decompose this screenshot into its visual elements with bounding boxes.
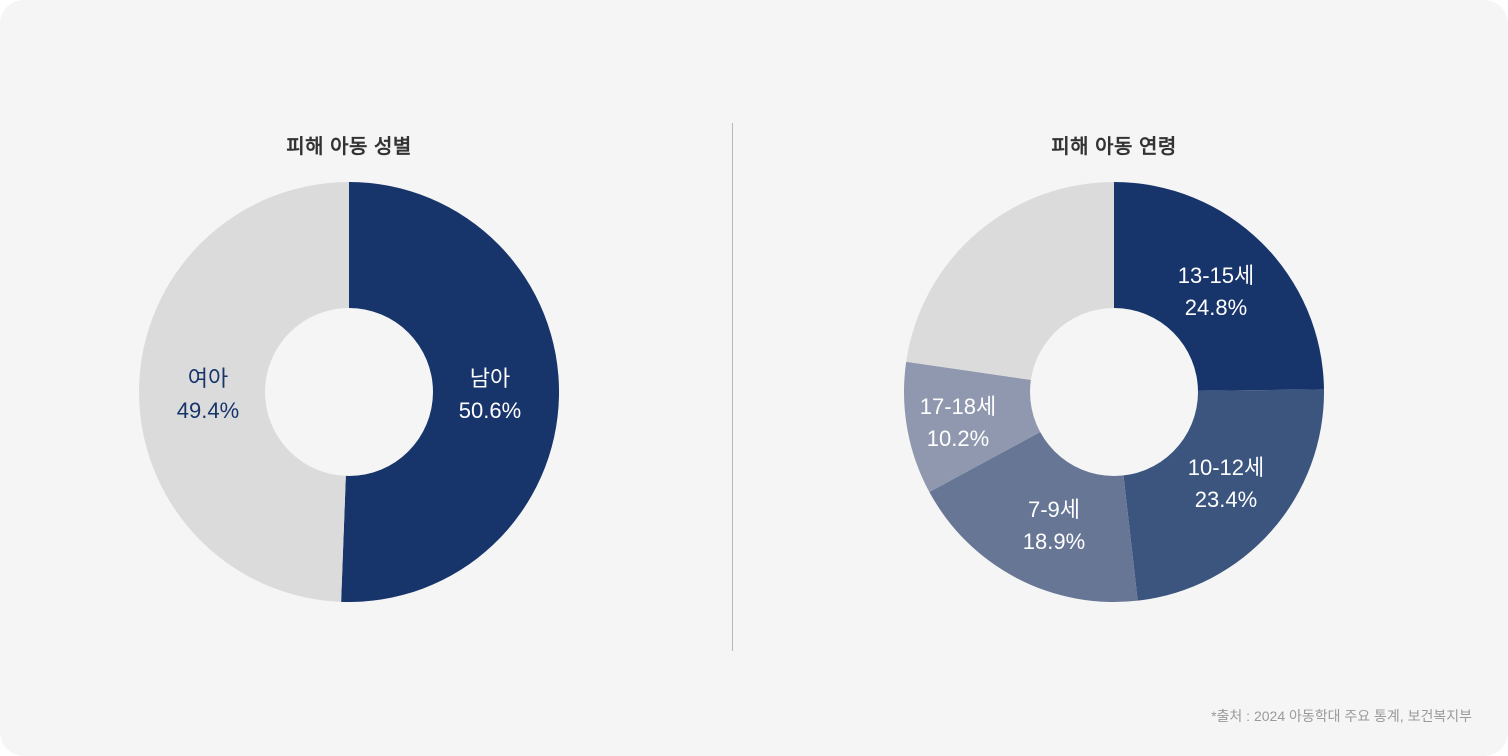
divider xyxy=(732,123,733,651)
age-slice-name-3: 17-18세 xyxy=(920,394,997,419)
gender-slice-value-0: 50.6% xyxy=(459,398,521,423)
gender-slice-1 xyxy=(139,182,349,602)
source-note: *출처 : 2024 아동학대 주요 통계, 보건복지부 xyxy=(1211,708,1472,724)
gender-donut-hole xyxy=(265,308,433,476)
age-slice-value-2: 18.9% xyxy=(1023,529,1085,554)
age-slice-name-0: 13-15세 xyxy=(1178,263,1255,288)
gender-slice-value-1: 49.4% xyxy=(177,398,239,423)
age-slice-name-1: 10-12세 xyxy=(1188,455,1265,480)
gender-slice-name-1: 여아 xyxy=(188,366,228,391)
gender-slice-0 xyxy=(341,182,560,602)
age-slice-label-0: 13-15세 24.8% xyxy=(1178,263,1255,320)
age-chart-title: 피해 아동 연령 xyxy=(1051,136,1177,158)
age-slice-name-2: 7-9세 xyxy=(1028,497,1080,522)
age-slice-value-0: 24.8% xyxy=(1185,295,1247,320)
age-slice-value-1: 23.4% xyxy=(1195,487,1257,512)
age-donut-hole xyxy=(1030,308,1198,476)
gender-slice-name-0: 남아 xyxy=(470,366,510,391)
gender-slice-label-1: 여아 49.4% xyxy=(177,366,239,423)
age-slice-value-3: 10.2% xyxy=(927,426,989,451)
age-slice-label-2: 7-9세 18.9% xyxy=(1023,497,1085,554)
gender-slice-label-0: 남아 50.6% xyxy=(459,366,521,423)
age-slice-label-1: 10-12세 23.4% xyxy=(1188,455,1265,512)
gender-chart-title: 피해 아동 성별 xyxy=(286,136,412,158)
age-slice-label-3: 17-18세 10.2% xyxy=(920,394,997,451)
